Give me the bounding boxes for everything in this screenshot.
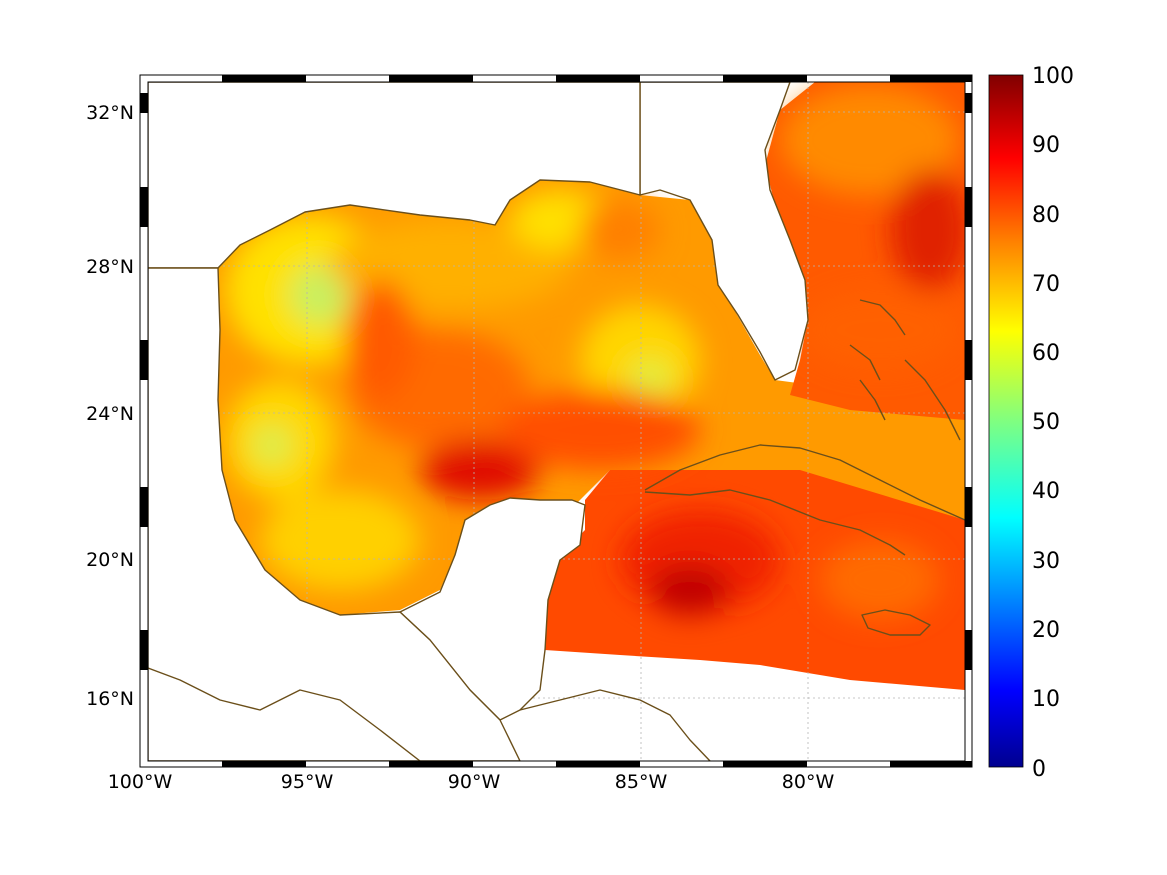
- colorbar-label-70: 70: [1032, 272, 1060, 297]
- lat-label-32: 32°N: [86, 102, 134, 124]
- lon-label-90: 90°W: [448, 771, 501, 793]
- us-gulf-land: [148, 82, 641, 269]
- lat-label-20: 20°N: [86, 549, 134, 571]
- colorbar-label-20: 20: [1032, 618, 1060, 643]
- colorbar-label-0: 0: [1032, 757, 1046, 782]
- lon-label-80: 80°W: [782, 771, 835, 793]
- map-frame: [139, 74, 973, 768]
- ocean-data-field: [218, 82, 965, 690]
- colorbar-label-100: 100: [1032, 64, 1074, 89]
- colorbar-label-30: 30: [1032, 549, 1060, 574]
- florida-land: [639, 82, 809, 381]
- colorbar-gradient: [988, 74, 1024, 768]
- colorbar-label-40: 40: [1032, 479, 1060, 504]
- colorbar-label-50: 50: [1032, 410, 1060, 435]
- honduras-coast: [519, 689, 711, 761]
- bahamas-coast: [849, 299, 961, 441]
- lon-label-85: 85°W: [615, 771, 668, 793]
- latitude-labels: 32°N 28°N 24°N 20°N 16°N: [86, 102, 134, 710]
- colorbar-tick-labels: 100 90 80 70 60 50 40 30 20 10 0: [1032, 64, 1074, 782]
- jamaica-coast: [861, 609, 931, 636]
- colorbar: 100 90 80 70 60 50 40 30 20 10 0: [988, 64, 1074, 782]
- colorbar-label-90: 90: [1032, 133, 1060, 158]
- coastlines: [148, 82, 965, 761]
- lat-label-24: 24°N: [86, 403, 134, 425]
- lon-label-95: 95°W: [281, 771, 334, 793]
- lat-label-28: 28°N: [86, 256, 134, 278]
- cuba-coast: [644, 444, 965, 556]
- colorbar-label-80: 80: [1032, 203, 1060, 228]
- lon-label-100: 100°W: [108, 771, 173, 793]
- mexico-land: [148, 267, 521, 761]
- colorbar-label-60: 60: [1032, 341, 1060, 366]
- central-america-coast: [148, 667, 421, 761]
- longitude-labels: 100°W 95°W 90°W 85°W 80°W: [108, 771, 835, 793]
- lat-label-16: 16°N: [86, 688, 134, 710]
- colorbar-label-10: 10: [1032, 687, 1060, 712]
